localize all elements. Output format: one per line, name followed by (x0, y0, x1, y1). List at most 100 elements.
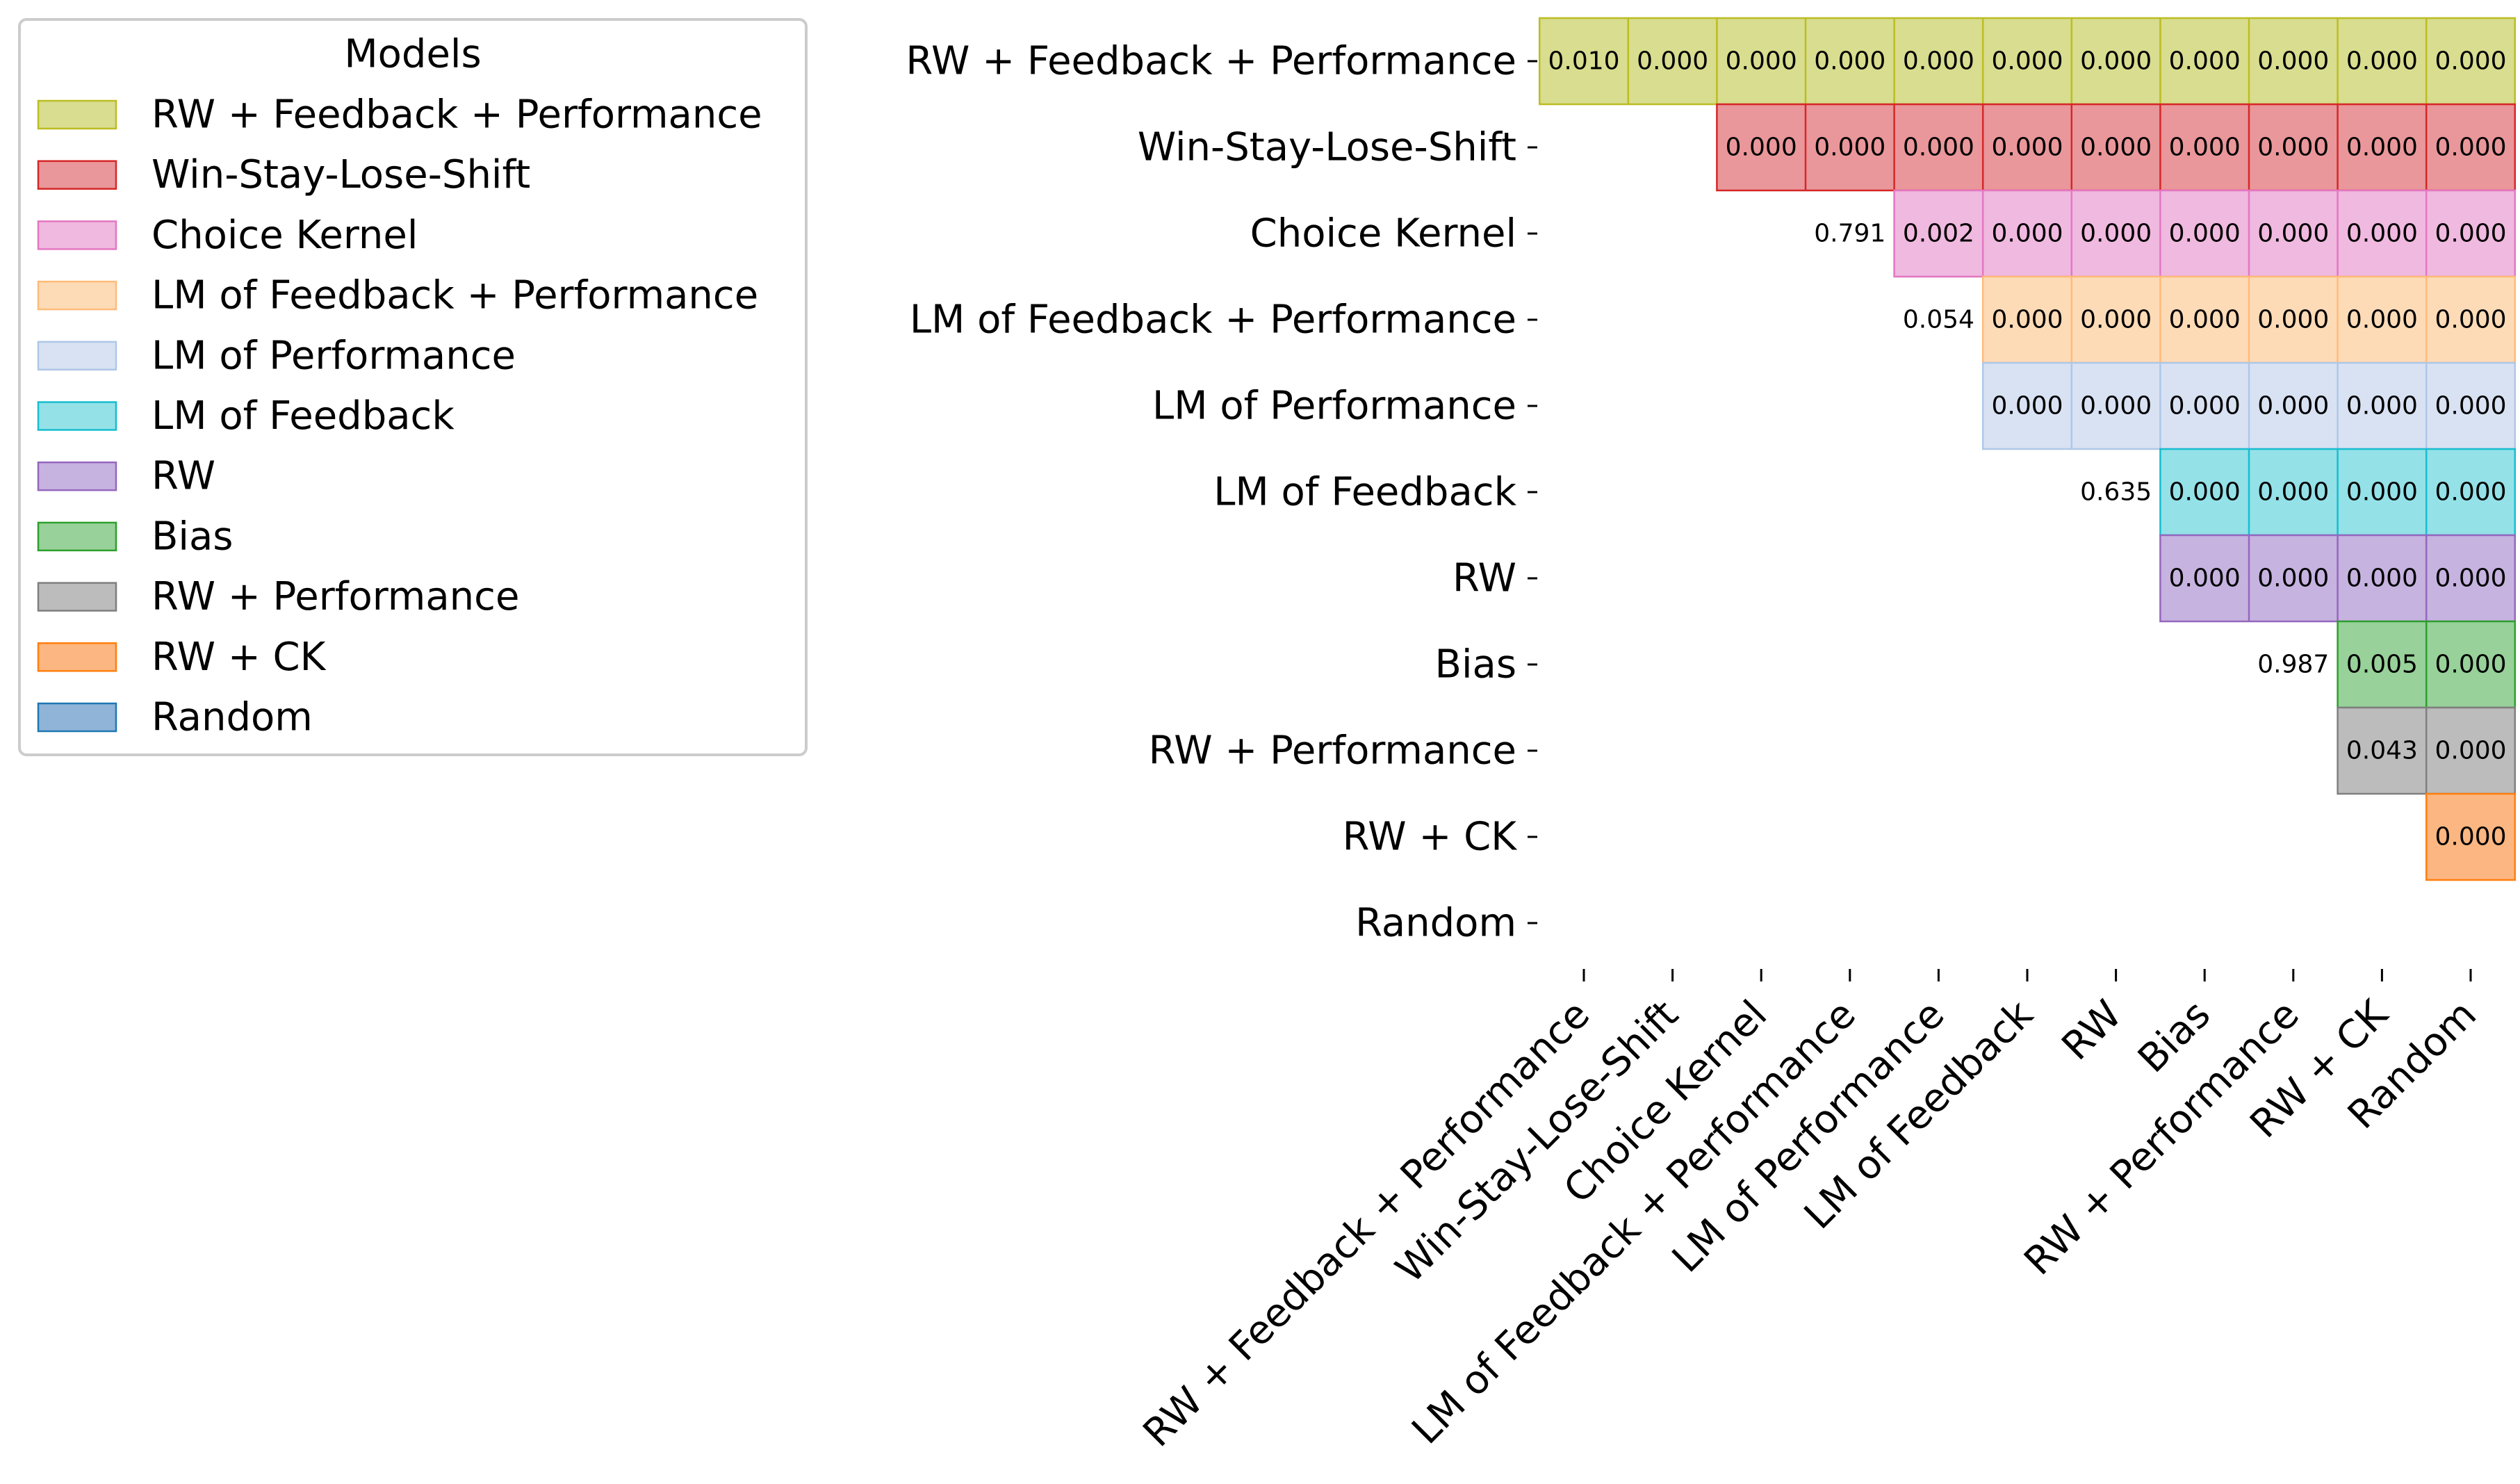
legend-entry-label: Random (152, 695, 313, 740)
legend-entry-label: LM of Performance (152, 333, 516, 378)
y-tick-label: RW + Performance (1149, 728, 1516, 774)
cell-value-label: 0.054 (1903, 306, 1974, 334)
legend-entry-label: LM of Feedback + Performance (152, 273, 758, 318)
cell-value-label: 0.000 (2080, 392, 2152, 421)
cell-value-label: 0.000 (2435, 823, 2506, 851)
row-band (2425, 792, 2517, 881)
cell-value-label: 0.000 (2257, 133, 2329, 162)
y-tick-label: Random (1355, 901, 1516, 946)
cell-value-label: 0.000 (2435, 392, 2506, 421)
cell-value-label: 0.000 (2257, 564, 2329, 593)
cell-value-label: 0.000 (2435, 737, 2506, 765)
legend-swatch (37, 521, 117, 552)
legend-swatch (37, 99, 117, 130)
cell-value-label: 0.000 (2346, 47, 2418, 76)
cell-value-label: 0.000 (2257, 220, 2329, 248)
cell-value-label: 0.000 (2435, 47, 2506, 76)
legend-entry-label: Choice Kernel (152, 213, 418, 258)
cell-value-label: 0.000 (2435, 133, 2506, 162)
y-tick-label: RW + Feedback + Performance (906, 39, 1516, 84)
cell-value-label: 0.000 (1991, 392, 2063, 421)
legend-swatch (37, 582, 117, 612)
cell-value-label: 0.000 (1814, 133, 1885, 162)
cell-value-label: 0.000 (2257, 478, 2329, 507)
legend-entry-label: RW + CK (152, 635, 327, 680)
cell-value-label: 0.000 (2080, 133, 2152, 162)
cell-value-label: 0.000 (2346, 220, 2418, 248)
cell-value-label: 0.000 (2169, 306, 2241, 334)
cell-value-label: 0.000 (1991, 47, 2063, 76)
cell-value-label: 0.000 (2346, 478, 2418, 507)
cell-value-label: 0.000 (1991, 220, 2063, 248)
cell-value-label: 0.987 (2257, 651, 2329, 679)
cell-value-label: 0.000 (2257, 47, 2329, 76)
legend-swatch (37, 461, 117, 491)
cell-value-label: 0.000 (2080, 306, 2152, 334)
legend-entry-label: RW + Feedback + Performance (152, 92, 762, 138)
legend-swatch (37, 702, 117, 733)
y-tick-label: LM of Performance (1152, 384, 1516, 429)
cell-value-label: 0.000 (1903, 47, 1974, 76)
legend-entry-label: RW (152, 454, 215, 499)
x-tick-label: RW + Feedback + Performance (1135, 992, 1598, 1456)
cell-value-label: 0.002 (1903, 220, 1974, 248)
y-tick-label: Win-Stay-Lose-Shift (1138, 125, 1516, 170)
legend-swatch (37, 280, 117, 311)
legend-swatch (37, 341, 117, 371)
cell-value-label: 0.000 (2169, 133, 2241, 162)
legend-entry-label: Bias (152, 514, 233, 559)
cell-value-label: 0.000 (2257, 306, 2329, 334)
legend-swatch (37, 220, 117, 250)
y-tick-label: RW (1453, 556, 1516, 601)
cell-value-label: 0.000 (2435, 306, 2506, 334)
x-axis-labels: RW + Feedback + PerformanceWin-Stay-Lose… (1135, 969, 2485, 1456)
cell-value-label: 0.000 (1814, 47, 1885, 76)
legend-entry-label: RW + Performance (152, 574, 519, 619)
cell-value-label: 0.000 (2169, 220, 2241, 248)
cell-value-label: 0.043 (2346, 737, 2418, 765)
cell-value-label: 0.000 (2080, 47, 2152, 76)
cell-value-label: 0.000 (2169, 564, 2241, 593)
cell-value-label: 0.000 (2346, 564, 2418, 593)
cell-value-label: 0.000 (1726, 133, 1797, 162)
legend-swatch (37, 642, 117, 672)
cell-value-label: 0.000 (2169, 47, 2241, 76)
cell-value-label: 0.000 (1637, 47, 1708, 76)
row-band (1538, 17, 2517, 106)
legend-entry-label: LM of Feedback (152, 393, 455, 439)
y-tick-label: RW + CK (1343, 815, 1518, 860)
cell-value-label: 0.000 (1991, 133, 2063, 162)
y-axis-labels: RW + Feedback + Performance Win-Stay-Lose… (906, 39, 1537, 946)
cell-value-label: 0.000 (2346, 133, 2418, 162)
cell-value-label: 0.000 (2346, 392, 2418, 421)
y-tick-label: LM of Feedback (1213, 470, 1516, 515)
cell-value-label: 0.000 (2435, 220, 2506, 248)
cell-value-label: 0.000 (2435, 564, 2506, 593)
row-band (1893, 189, 2517, 278)
cell-value-label: 0.791 (1814, 220, 1885, 248)
y-tick-label: LM of Feedback + Performance (910, 297, 1516, 343)
cell-value-label: 0.000 (2080, 220, 2152, 248)
row-band (1716, 103, 2517, 192)
legend-frame (18, 18, 808, 756)
cell-value-label: 0.000 (2169, 478, 2241, 507)
y-tick-label: Bias (1435, 642, 1516, 687)
legend-title: Models (344, 32, 481, 77)
legend-swatch (37, 401, 117, 431)
cell-value-label: 0.000 (1726, 47, 1797, 76)
cell-value-label: 0.000 (2169, 392, 2241, 421)
cell-value-label: 0.000 (1903, 133, 1974, 162)
cell-value-label: 0.010 (1548, 47, 1619, 76)
cell-value-label: 0.000 (2435, 651, 2506, 679)
x-tick-label: RW (2054, 992, 2131, 1069)
legend-entry-label: Win-Stay-Lose-Shift (152, 152, 530, 197)
cell-value-label: 0.635 (2080, 478, 2152, 507)
legend: Models RW + Feedback + Performance Win-St… (18, 18, 808, 756)
cell-value-label: 0.000 (1991, 306, 2063, 334)
cell-value-label: 0.000 (2435, 478, 2506, 507)
heatmap-cells: 0.010 0.000 0.000 0.000 0.000 0.000 0.000 0.000… (1538, 17, 2517, 881)
cell-value-label: 0.005 (2346, 651, 2418, 679)
cell-value-label: 0.000 (2346, 306, 2418, 334)
legend-swatch (37, 160, 117, 190)
